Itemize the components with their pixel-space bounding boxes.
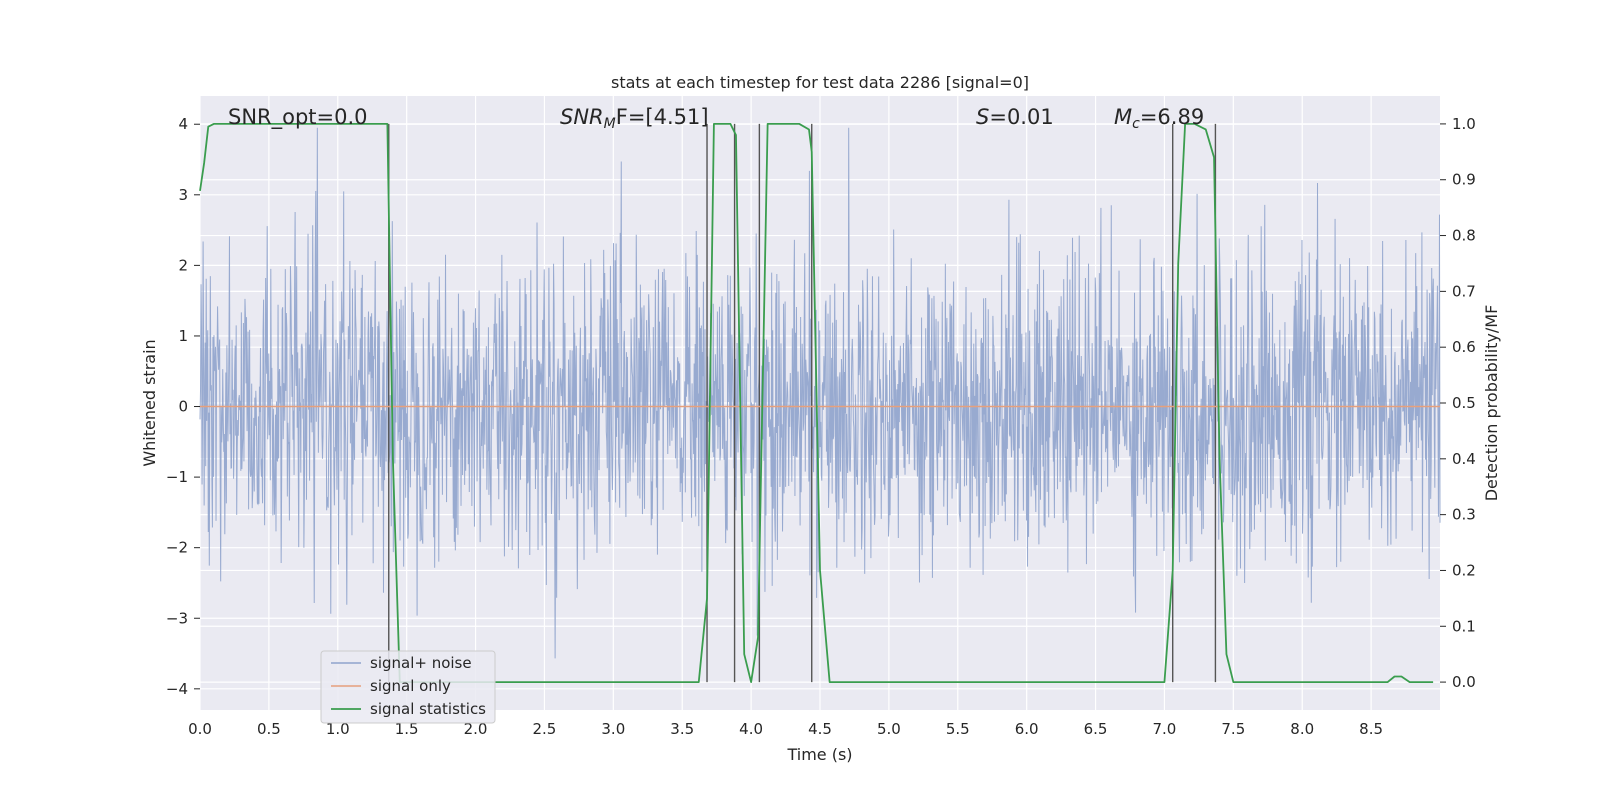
y2-tick-label: 0.6 [1452, 338, 1476, 356]
y2-tick-label: 1.0 [1452, 115, 1476, 133]
legend: signal+ noise signal only signal statist… [320, 650, 496, 724]
y2-tick-label: 0.7 [1452, 282, 1476, 300]
y-axis-label: Whitened strain [140, 339, 159, 466]
annotation-mc: Mc=6.89 [1114, 105, 1204, 132]
x-tick-label: 3.5 [670, 720, 694, 738]
annotation-snr-mf: SNRMF=[4.51] [560, 105, 709, 132]
y-tick-label: −1 [166, 468, 188, 486]
signal-noise-line [199, 127, 1441, 659]
x-tick-label: 0.0 [188, 720, 212, 738]
s-suffix: =0.01 [989, 105, 1053, 129]
snr-mf-prefix: SNR [560, 105, 604, 129]
y2-tick-label: 0.2 [1452, 561, 1476, 579]
chart-title: stats at each timestep for test data 228… [611, 73, 1029, 92]
legend-label-signal-statistics: signal statistics [370, 700, 486, 718]
mc-suffix: =6.89 [1140, 105, 1204, 129]
y2-tick-label: 0.4 [1452, 450, 1476, 468]
signal-statistics-line [199, 123, 1434, 683]
snr-mf-subscript: M [604, 116, 616, 132]
y2-tick-label: 0.8 [1452, 227, 1476, 245]
x-tick-label: 6.5 [1084, 720, 1108, 738]
x-tick-label: 1.5 [395, 720, 419, 738]
x-tick-label: 1.0 [326, 720, 350, 738]
x-tick-label: 3.0 [601, 720, 625, 738]
annotation-snr-opt: SNR_opt=0.0 [228, 105, 368, 130]
legend-label-signal-only: signal only [370, 677, 451, 695]
y-tick-label: 2 [178, 256, 188, 274]
y-tick-label: −4 [166, 680, 188, 698]
x-tick-label: 6.0 [1015, 720, 1039, 738]
x-tick-label: 4.0 [739, 720, 763, 738]
x-tick-label: 8.5 [1359, 720, 1383, 738]
annotation-s: S=0.01 [976, 105, 1054, 129]
x-tick-label: 0.5 [257, 720, 281, 738]
x-tick-label: 5.0 [877, 720, 901, 738]
y2-tick-label: 0.5 [1452, 394, 1476, 412]
y-tick-label: 0 [178, 398, 188, 416]
y2-tick-label: 0.3 [1452, 506, 1476, 524]
y2-tick-label: 0.9 [1452, 171, 1476, 189]
y-tick-label: −2 [166, 539, 188, 557]
x-tick-label: 4.5 [808, 720, 832, 738]
legend-box [320, 650, 496, 724]
y2-tick-label: 0.0 [1452, 673, 1476, 691]
x-tick-label: 7.0 [1153, 720, 1177, 738]
s-prefix: S [976, 105, 989, 129]
x-tick-label: 2.0 [464, 720, 488, 738]
x-axis-label: Time (s) [786, 745, 852, 764]
y-tick-label: −3 [166, 609, 188, 627]
x-tick-label: 2.5 [533, 720, 557, 738]
y-tick-label: 4 [178, 115, 188, 133]
signal-noise-series [199, 127, 1441, 659]
mc-prefix: M [1114, 105, 1132, 129]
signal-statistics-series [199, 123, 1434, 683]
y2-axis-label: Detection probability/MF [1482, 305, 1501, 502]
y2-tick-label: 0.1 [1452, 617, 1476, 635]
y-tick-label: 3 [178, 186, 188, 204]
mc-subscript: c [1132, 116, 1140, 132]
x-tick-label: 5.5 [946, 720, 970, 738]
x-tick-label: 8.0 [1290, 720, 1314, 738]
y-tick-label: 1 [178, 327, 188, 345]
snr-mf-suffix: F=[4.51] [616, 105, 709, 129]
legend-label-signal-noise: signal+ noise [370, 654, 472, 672]
x-tick-label: 7.5 [1221, 720, 1245, 738]
axis-ticks: 0.0 0.5 1.0 1.5 2.0 2.5 3.0 3.5 4.0 4.5 5.0 5.5 6.0 6… [166, 115, 1476, 738]
